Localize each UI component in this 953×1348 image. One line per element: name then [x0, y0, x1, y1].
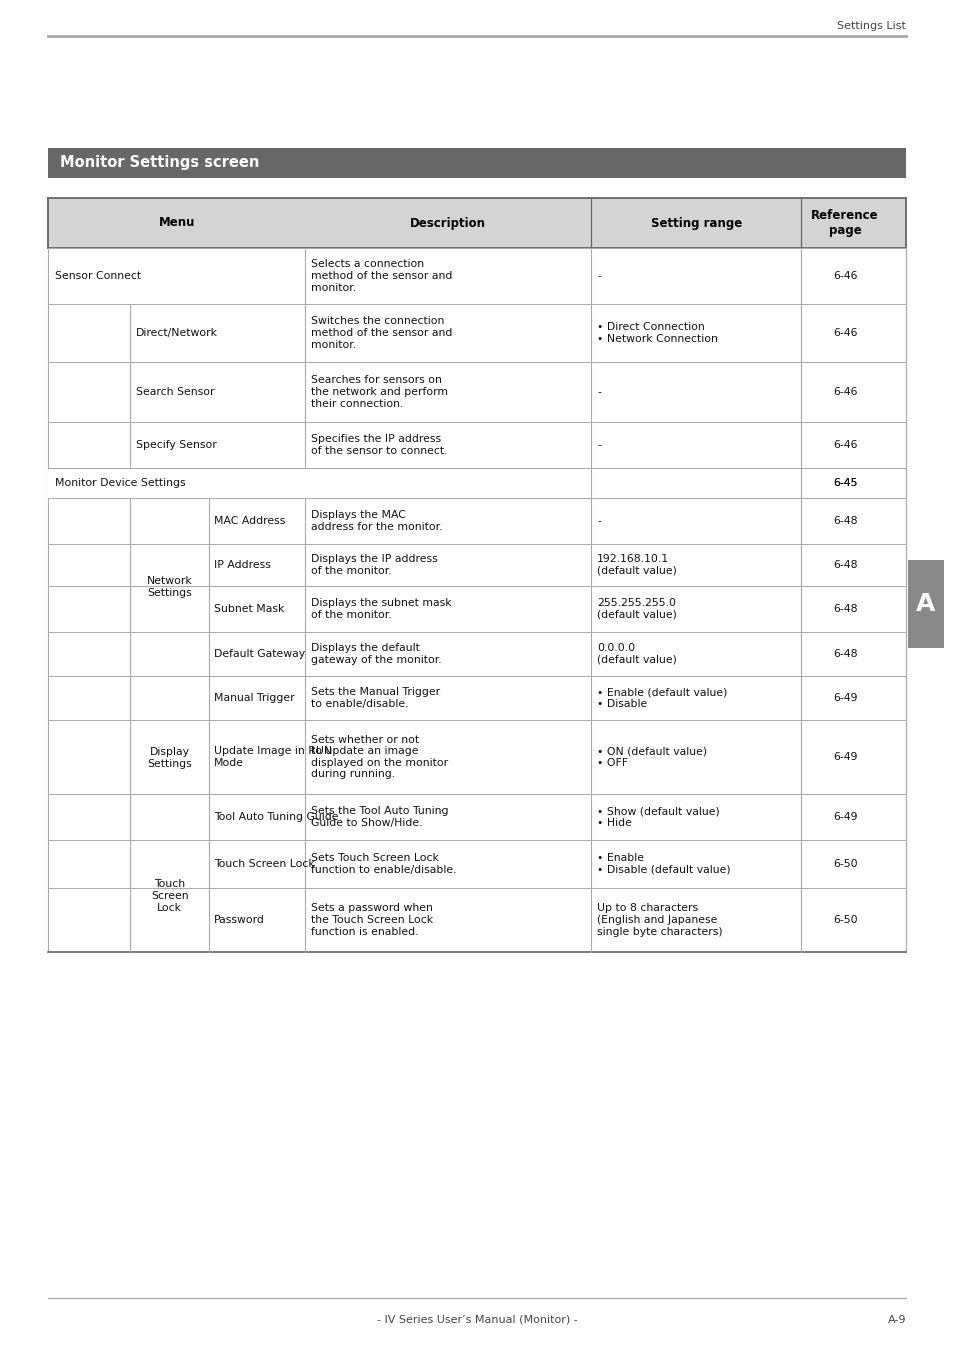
Text: Touch Screen Lock: Touch Screen Lock [214, 859, 314, 869]
Text: Monitor Settings screen: Monitor Settings screen [60, 155, 259, 170]
Text: IP Address: IP Address [214, 559, 271, 570]
Text: • Direct Connection
• Network Connection: • Direct Connection • Network Connection [597, 322, 718, 344]
Text: 6-48: 6-48 [832, 648, 857, 659]
Bar [49, 469, 590, 497]
Text: Sets the Manual Trigger
to enable/disable.: Sets the Manual Trigger to enable/disabl… [311, 687, 440, 709]
Text: 6-48: 6-48 [832, 604, 857, 613]
Text: -: - [597, 516, 600, 526]
Text: Password: Password [214, 915, 265, 925]
Text: 6-46: 6-46 [832, 439, 857, 450]
Text: 192.168.10.1
(default value): 192.168.10.1 (default value) [597, 554, 677, 576]
Text: 6-49: 6-49 [832, 811, 857, 822]
Text: Default Gateway: Default Gateway [214, 648, 305, 659]
Text: -: - [597, 387, 600, 398]
Text: 6-45: 6-45 [832, 479, 857, 488]
Text: • ON (default value)
• OFF: • ON (default value) • OFF [597, 747, 706, 768]
Text: 6-49: 6-49 [832, 693, 857, 704]
Text: 6-49: 6-49 [832, 752, 857, 762]
Text: Displays the subnet mask
of the monitor.: Displays the subnet mask of the monitor. [311, 599, 452, 620]
Text: Reference
page: Reference page [810, 209, 878, 237]
Text: Displays the default
gateway of the monitor.: Displays the default gateway of the moni… [311, 643, 441, 665]
Text: -: - [597, 271, 600, 280]
Text: 6-46: 6-46 [832, 387, 857, 398]
Text: 6-48: 6-48 [832, 559, 857, 570]
Text: Selects a connection
method of the sensor and
monitor.: Selects a connection method of the senso… [311, 259, 453, 293]
Text: Sensor Connect: Sensor Connect [55, 271, 141, 280]
Text: Manual Trigger: Manual Trigger [214, 693, 294, 704]
Text: • Enable
• Disable (default value): • Enable • Disable (default value) [597, 853, 730, 875]
Text: • Enable (default value)
• Disable: • Enable (default value) • Disable [597, 687, 727, 709]
Text: Direct/Network: Direct/Network [136, 328, 218, 338]
Text: A-9: A-9 [886, 1316, 905, 1325]
Text: Network
Settings: Network Settings [147, 576, 193, 597]
Text: Sets Touch Screen Lock
function to enable/disable.: Sets Touch Screen Lock function to enabl… [311, 853, 456, 875]
Text: Menu: Menu [158, 217, 194, 229]
Text: 255.255.255.0
(default value): 255.255.255.0 (default value) [597, 599, 677, 620]
Bar [48, 198, 905, 248]
Text: Specifies the IP address
of the sensor to connect.: Specifies the IP address of the sensor t… [311, 434, 447, 456]
Text: 6-45: 6-45 [832, 479, 857, 488]
Text: Search Sensor: Search Sensor [136, 387, 214, 398]
Text: 6-46: 6-46 [832, 271, 857, 280]
Text: A: A [915, 592, 935, 616]
Text: 0.0.0.0
(default value): 0.0.0.0 (default value) [597, 643, 677, 665]
Text: Displays the MAC
address for the monitor.: Displays the MAC address for the monitor… [311, 510, 442, 532]
Bar [48, 148, 905, 178]
Text: Up to 8 characters
(English and Japanese
single byte characters): Up to 8 characters (English and Japanese… [597, 903, 722, 937]
Text: Displays the IP address
of the monitor.: Displays the IP address of the monitor. [311, 554, 437, 576]
Text: Display
Settings: Display Settings [148, 747, 192, 768]
Text: Tool Auto Tuning Guide: Tool Auto Tuning Guide [214, 811, 338, 822]
Text: 6-50: 6-50 [832, 859, 857, 869]
Text: Setting range: Setting range [650, 217, 741, 229]
Text: Update Image in RUN
Mode: Update Image in RUN Mode [214, 747, 332, 768]
Text: Touch
Screen
Lock: Touch Screen Lock [151, 879, 189, 913]
Text: Sets whether or not
to update an image
displayed on the monitor
during running.: Sets whether or not to update an image d… [311, 735, 448, 779]
Text: 6-50: 6-50 [832, 915, 857, 925]
Text: - IV Series User’s Manual (Monitor) -: - IV Series User’s Manual (Monitor) - [376, 1316, 577, 1325]
Text: -: - [597, 439, 600, 450]
Text: 6-48: 6-48 [832, 516, 857, 526]
Text: Sets a password when
the Touch Screen Lock
function is enabled.: Sets a password when the Touch Screen Lo… [311, 903, 433, 937]
Text: Monitor Device Settings: Monitor Device Settings [55, 479, 186, 488]
Text: Subnet Mask: Subnet Mask [214, 604, 284, 613]
Text: Description: Description [410, 217, 486, 229]
Text: Searches for sensors on
the network and perform
their connection.: Searches for sensors on the network and … [311, 375, 448, 408]
Text: 6-46: 6-46 [832, 328, 857, 338]
Text: • Show (default value)
• Hide: • Show (default value) • Hide [597, 806, 720, 828]
Text: Sets the Tool Auto Tuning
Guide to Show/Hide.: Sets the Tool Auto Tuning Guide to Show/… [311, 806, 449, 828]
Text: Settings List: Settings List [836, 22, 905, 31]
Bar [907, 559, 943, 648]
Text: Specify Sensor: Specify Sensor [136, 439, 217, 450]
Text: MAC Address: MAC Address [214, 516, 285, 526]
Text: Switches the connection
method of the sensor and
monitor.: Switches the connection method of the se… [311, 317, 453, 349]
